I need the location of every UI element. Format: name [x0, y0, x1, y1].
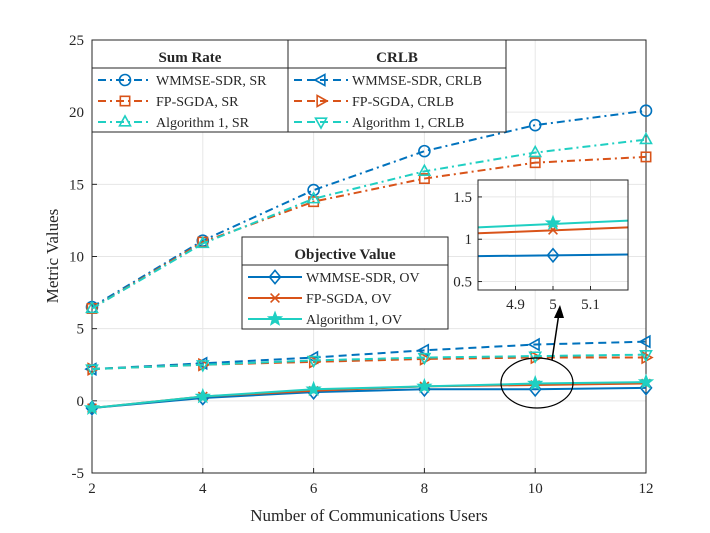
data-point-algorithm-1-ov	[637, 373, 655, 389]
y-tick-label: 20	[69, 105, 84, 121]
x-tick-label: 12	[639, 481, 654, 497]
data-point-algorithm-1-sr	[306, 191, 321, 204]
data-point-algorithm-1-ov	[416, 377, 433, 394]
series-line-algorithm-1-crlb	[91, 353, 647, 371]
data-point-algorithm-1-crlb	[528, 351, 543, 364]
zoom-region-ellipse	[500, 357, 574, 409]
legends: Sum Rate WMMSE-SDR, SR FP-SGDA, SR Algorith…	[91, 39, 507, 330]
y-tick-label: -5	[72, 466, 85, 482]
legend-entry-wmmse-sdr-ov: WMMSE-SDR, OV	[306, 271, 420, 286]
data-point-wmmse-sdr-sr	[307, 183, 320, 197]
legend-marker-wmmse-sdr-sr	[118, 73, 132, 87]
legend-marker-fp-sgda-crlb	[316, 94, 329, 108]
legend-entry-fp-sgda-crlb: FP-SGDA, CRLB	[352, 95, 454, 110]
data-point-algorithm-1-crlb	[85, 364, 99, 377]
data-point-algorithm-1-ov	[83, 399, 101, 415]
y-tick-label: 10	[69, 250, 84, 266]
legend-marker-algorithm-1-crlb	[314, 117, 328, 130]
y-tick-label: 0	[77, 394, 85, 410]
series-line-fp-sgda-sr	[91, 155, 647, 310]
data-point-algorithm-1-crlb	[417, 352, 432, 366]
legend-crlb: CRLB WMMSE-SDR, CRLB FP-SGDA, CRLB Algorith…	[287, 39, 507, 133]
legend-title-ov: Objective Value	[294, 247, 396, 263]
legend-title-sr: Sum Rate	[159, 50, 222, 66]
legend-entry-algorithm-1-crlb: Algorithm 1, CRLB	[352, 116, 464, 131]
data-point-wmmse-sdr-sr	[418, 144, 431, 158]
legend-entry-fp-sgda-sr: FP-SGDA, SR	[156, 95, 239, 110]
legend-marker-wmmse-sdr-crlb	[313, 73, 326, 87]
series-line-algorithm-1-sr	[91, 138, 647, 310]
y-tick-label: 5	[77, 322, 85, 338]
legend-entry-algorithm-1-sr: Algorithm 1, SR	[156, 116, 250, 131]
x-tick-label: 4	[199, 481, 207, 497]
data-point-fp-sgda-sr	[529, 157, 541, 169]
inset-marker-wmmse-sdr-ov	[546, 247, 560, 264]
data-point-algorithm-1-crlb	[195, 360, 210, 373]
data-point-wmmse-sdr-sr	[528, 118, 542, 132]
data-point-algorithm-1-crlb	[306, 355, 321, 369]
inset-plot: 4.9 5 5.1 0.5 1 1.5	[453, 179, 629, 313]
data-point-wmmse-sdr-crlb	[638, 334, 651, 349]
x-tick-label: 10	[528, 481, 543, 497]
series-line-algorithm-1-ov	[91, 381, 647, 410]
data-point-fp-sgda-sr	[418, 173, 430, 185]
zoom-arrowhead	[554, 305, 564, 318]
x-tick-label: 2	[88, 481, 96, 497]
inset-y-tick-label: 0.5	[453, 275, 472, 291]
data-point-wmmse-sdr-sr	[639, 104, 653, 118]
series-line-wmmse-sdr-sr	[91, 109, 647, 308]
legend-marker-fp-sgda-sr	[119, 95, 131, 107]
x-tick-label: 8	[421, 481, 429, 497]
data-point-algorithm-1-sr	[528, 144, 543, 158]
data-point-algorithm-1-sr	[195, 235, 210, 249]
inset-line-wmmse-sdr-ov	[477, 253, 629, 258]
inset-x-tick-label: 4.9	[506, 297, 525, 313]
series-fp-sgda-ov	[87, 378, 651, 414]
x-tick-label: 6	[310, 481, 318, 497]
y-axis-label: Metric Values	[43, 209, 62, 304]
data-point-algorithm-1-sr	[417, 163, 432, 176]
legend-entry-fp-sgda-ov: FP-SGDA, OV	[306, 292, 392, 307]
data-point-fp-sgda-sr	[640, 151, 652, 163]
x-axis-label: Number of Communications Users	[250, 506, 488, 525]
inset-x-tick-label: 5.1	[581, 297, 600, 313]
legend-sr: Sum Rate WMMSE-SDR, SR FP-SGDA, SR Algorith…	[91, 39, 289, 133]
legend-ov: Objective Value WMMSE-SDR, OV FP-SGDA, OV A…	[241, 236, 449, 330]
series-line-wmmse-sdr-ov	[91, 386, 647, 410]
legend-entry-wmmse-sdr-crlb: WMMSE-SDR, CRLB	[352, 74, 482, 89]
data-point-wmmse-sdr-crlb	[305, 350, 319, 365]
data-point-wmmse-sdr-crlb	[527, 337, 540, 352]
inset-x-tick-label: 5	[549, 297, 557, 313]
series-algorithm-1-ov	[83, 373, 655, 415]
legend-marker-algorithm-1-ov	[266, 310, 284, 326]
series-wmmse-sdr-sr	[85, 104, 653, 314]
zoom-arrow	[551, 312, 560, 361]
series-algorithm-1-crlb	[85, 349, 653, 377]
data-point-algorithm-1-crlb	[639, 349, 653, 363]
inset-marker-algorithm-1-ov	[544, 214, 562, 231]
inset-y-tick-label: 1	[465, 232, 473, 248]
data-point-algorithm-1-ov	[527, 374, 544, 391]
data-point-algorithm-1-sr	[85, 300, 99, 314]
legend-entry-wmmse-sdr-sr: WMMSE-SDR, SR	[156, 74, 267, 89]
legend-marker-algorithm-1-sr	[118, 114, 132, 127]
inset-frame	[477, 179, 629, 291]
data-point-algorithm-1-sr	[639, 131, 653, 145]
y-tick-label: 15	[69, 177, 84, 193]
data-point-algorithm-1-ov	[305, 380, 322, 397]
legend-title-crlb: CRLB	[376, 50, 418, 66]
data-point-algorithm-1-ov	[194, 387, 211, 404]
legend-marker-wmmse-sdr-ov	[268, 269, 282, 285]
legend-entry-algorithm-1-ov: Algorithm 1, OV	[306, 313, 402, 328]
legend-marker-fp-sgda-ov	[270, 293, 280, 303]
y-tick-label: 25	[69, 33, 84, 49]
inset-y-tick-label: 1.5	[453, 190, 472, 206]
series-algorithm-1-sr	[85, 131, 653, 314]
